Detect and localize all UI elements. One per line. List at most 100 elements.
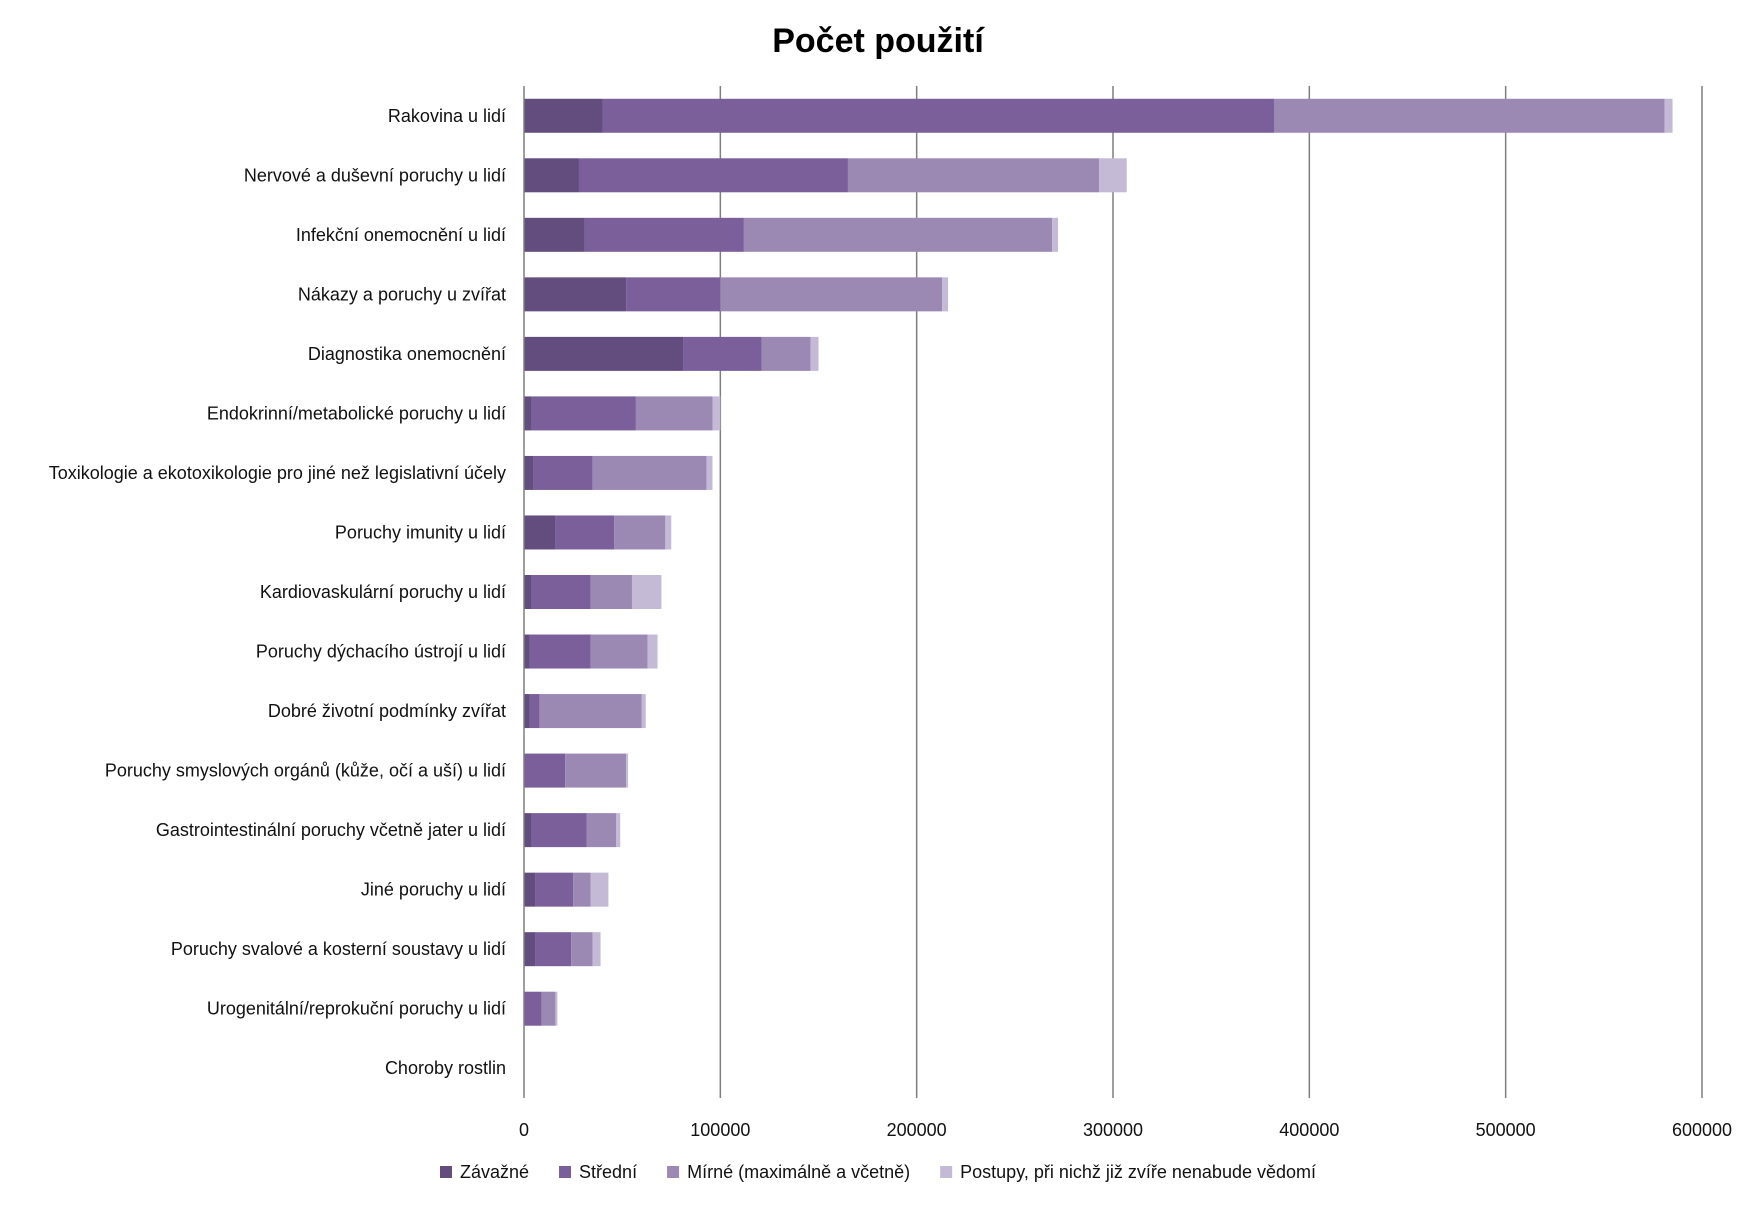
tick-label-3: 300000 <box>1083 1120 1143 1140</box>
bar-0-series-2 <box>1273 98 1665 133</box>
bar-2-series-3 <box>1052 217 1059 252</box>
bar-4-series-1 <box>683 336 762 371</box>
bar-1-series-2 <box>847 158 1100 193</box>
legend-label-1: Střední <box>579 1162 637 1182</box>
bar-10-series-0 <box>524 694 530 729</box>
bar-4-series-0 <box>524 336 684 371</box>
bar-8-series-0 <box>524 575 532 609</box>
bar-0-series-0 <box>524 98 603 133</box>
category-label-9: Poruchy dýchacího ústrojí u lidí <box>256 642 506 662</box>
bar-12-series-1 <box>531 813 587 848</box>
bar-5-series-3 <box>712 396 721 431</box>
bar-2-series-2 <box>743 217 1053 252</box>
bar-8-series-3 <box>631 575 662 609</box>
bar-15-series-3 <box>555 991 558 1026</box>
legend-label-0: Závažné <box>460 1162 529 1182</box>
bar-11-series-3 <box>626 753 629 788</box>
category-label-1: Nervové a duševní poruchy u lidí <box>244 165 506 185</box>
tick-label-1: 100000 <box>690 1120 750 1140</box>
bar-14-series-3 <box>592 932 601 967</box>
bar-9-series-2 <box>590 634 648 669</box>
bar-12-series-2 <box>586 813 617 848</box>
bar-6-series-2 <box>592 455 707 490</box>
bar-7-series-0 <box>524 515 556 550</box>
category-label-8: Kardiovaskulární poruchy u lidí <box>260 582 506 602</box>
bar-15-series-1 <box>524 991 542 1026</box>
tick-label-5: 500000 <box>1476 1120 1536 1140</box>
category-label-3: Nákazy a poruchy u zvířat <box>298 284 506 304</box>
bar-0-series-3 <box>1664 98 1673 133</box>
bars-layer <box>524 98 1673 1026</box>
bar-15-series-2 <box>541 991 556 1026</box>
legend-item-3: Postupy, při nichž již zvíře nenabude vě… <box>940 1162 1316 1182</box>
bar-5-series-0 <box>524 396 532 431</box>
legend-swatch-3 <box>940 1166 953 1178</box>
category-label-0: Rakovina u lidí <box>388 106 506 126</box>
bar-10-series-1 <box>529 694 540 729</box>
category-label-4: Diagnostika onemocnění <box>308 344 506 364</box>
bar-14-series-2 <box>571 932 593 967</box>
bar-9-series-1 <box>529 634 591 669</box>
bar-10-series-2 <box>539 694 642 729</box>
bar-3-series-2 <box>720 277 943 312</box>
bar-8-series-2 <box>590 575 632 609</box>
bar-10-series-3 <box>641 694 646 729</box>
bar-11-series-2 <box>565 753 627 788</box>
tick-labels: 0 100000 200000 300000 400000 500000 600000 <box>519 1120 1732 1140</box>
legend: Závažné Střední Mírné (maximálně a včetně)… <box>439 1162 1316 1182</box>
bar-8-series-1 <box>531 575 591 609</box>
category-label-15: Urogenitální/reprokuční poruchy u lidí <box>207 999 506 1019</box>
bar-7-series-3 <box>665 515 672 550</box>
tick-label-2: 200000 <box>887 1120 947 1140</box>
legend-item-1: Střední <box>559 1162 637 1182</box>
tick-label-4: 400000 <box>1279 1120 1339 1140</box>
category-label-2: Infekční onemocnění u lidí <box>296 225 506 245</box>
bar-12-series-3 <box>616 813 621 848</box>
tick-label-0: 0 <box>519 1120 529 1140</box>
bar-14-series-0 <box>524 932 536 967</box>
chart-title: Počet použití <box>772 22 985 60</box>
bar-13-series-2 <box>573 872 591 907</box>
bar-11-series-1 <box>524 753 566 788</box>
category-label-7: Poruchy imunity u lidí <box>335 522 506 542</box>
grid-layer <box>719 86 1703 1098</box>
bar-6-series-3 <box>706 455 713 490</box>
bar-3-series-1 <box>626 277 721 312</box>
bar-12-series-0 <box>524 813 532 848</box>
legend-swatch-0 <box>439 1166 452 1178</box>
legend-swatch-2 <box>667 1166 680 1178</box>
bar-7-series-2 <box>614 515 666 550</box>
category-label-10: Dobré životní podmínky zvířat <box>268 701 506 721</box>
category-label-16: Choroby rostlin <box>385 1058 506 1078</box>
legend-swatch-1 <box>559 1166 572 1178</box>
bar-0-series-1 <box>602 98 1274 133</box>
tick-label-6: 600000 <box>1672 1120 1732 1140</box>
bar-1-series-3 <box>1099 158 1127 193</box>
bar-7-series-1 <box>555 515 615 550</box>
legend-label-3: Postupy, při nichž již zvíře nenabude vě… <box>960 1162 1316 1182</box>
bar-4-series-2 <box>761 336 811 371</box>
bar-5-series-1 <box>531 396 636 431</box>
category-label-12: Gastrointestinální poruchy včetně jater … <box>156 820 506 840</box>
bar-13-series-0 <box>524 872 536 907</box>
legend-item-0: Závažné <box>439 1162 529 1182</box>
bar-14-series-1 <box>535 932 572 967</box>
bar-6-series-1 <box>533 455 593 490</box>
bar-4-series-3 <box>810 336 819 371</box>
category-label-11: Poruchy smyslových orgánů (kůže, očí a u… <box>105 761 506 781</box>
legend-label-2: Mírné (maximálně a včetně) <box>687 1162 910 1182</box>
category-label-14: Poruchy svalové a kosterní soustavy u li… <box>171 939 506 959</box>
category-labels: Rakovina u lidí Nervové a duševní poruchy… <box>49 106 506 1078</box>
bar-13-series-1 <box>535 872 574 907</box>
bar-3-series-0 <box>524 277 627 312</box>
bar-13-series-3 <box>590 872 609 907</box>
legend-item-2: Mírné (maximálně a včetně) <box>667 1162 910 1182</box>
bar-1-series-1 <box>578 158 848 193</box>
bar-6-series-0 <box>524 455 534 490</box>
category-label-6: Toxikologie a ekotoxikologie pro jiné ne… <box>49 463 506 483</box>
category-label-13: Jiné poruchy u lidí <box>361 880 506 900</box>
bar-1-series-0 <box>524 158 579 193</box>
